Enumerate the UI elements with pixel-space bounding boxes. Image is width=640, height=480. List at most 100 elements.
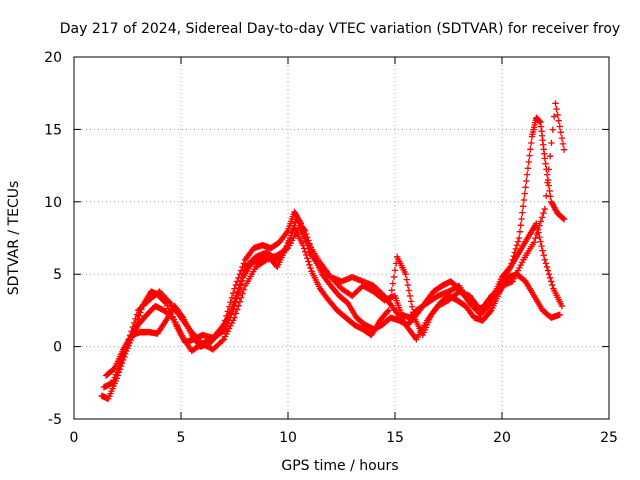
data-point — [165, 298, 173, 305]
data-point — [229, 308, 236, 316]
data-point — [125, 336, 133, 343]
data-point — [239, 290, 246, 297]
data-point — [302, 251, 310, 259]
data-point — [542, 160, 549, 167]
data-point — [128, 328, 135, 335]
data-point — [559, 140, 567, 148]
data-point — [305, 258, 312, 265]
data-point — [236, 298, 244, 305]
data-point — [515, 234, 523, 242]
data-point — [387, 293, 394, 301]
y-tick-label: 20 — [44, 50, 62, 66]
data-point — [133, 311, 141, 318]
data-point — [513, 242, 521, 249]
data-point — [407, 298, 415, 305]
data-point — [221, 326, 229, 334]
data-point — [304, 255, 311, 262]
data-point — [539, 247, 546, 254]
data-point — [557, 129, 565, 136]
data-point — [238, 277, 246, 284]
data-point — [233, 295, 240, 303]
data-point — [403, 276, 410, 283]
data-point — [234, 291, 241, 299]
data-point — [550, 113, 558, 120]
data-point — [132, 315, 139, 322]
data-point — [405, 287, 413, 294]
data-point — [389, 280, 397, 287]
data-point — [534, 226, 542, 234]
data-point — [233, 306, 241, 313]
data-points — [98, 100, 568, 402]
data-point — [228, 294, 236, 301]
data-point — [533, 220, 540, 227]
data-point — [540, 251, 547, 259]
data-point — [283, 229, 291, 236]
data-point — [544, 267, 552, 274]
data-point — [306, 261, 313, 268]
data-point — [552, 100, 559, 107]
data-point — [533, 230, 540, 238]
data-point — [556, 123, 563, 130]
data-point — [542, 260, 550, 267]
data-point — [546, 152, 554, 160]
data-point — [560, 146, 568, 153]
data-point — [390, 273, 398, 281]
x-axis-label: GPS time / hours — [281, 458, 398, 474]
data-point — [301, 227, 309, 234]
data-point — [546, 187, 553, 195]
data-point — [542, 192, 550, 200]
data-point — [546, 274, 554, 282]
tick-labels: 0 5 10 15 20 25 -5 0 5 10 15 20 — [44, 50, 618, 446]
data-point — [553, 105, 560, 113]
data-point — [391, 267, 399, 274]
data-point — [523, 177, 530, 185]
data-point — [283, 245, 290, 253]
data-point — [237, 281, 245, 288]
data-point — [385, 307, 392, 314]
axis-ticks — [73, 56, 610, 420]
data-point — [110, 366, 117, 373]
data-point — [517, 222, 524, 229]
data-point — [556, 311, 563, 318]
data-point — [299, 242, 307, 249]
x-tick-label: 10 — [279, 430, 297, 446]
data-point — [558, 302, 566, 310]
data-point — [532, 234, 539, 242]
y-tick-label: 10 — [44, 195, 62, 211]
data-point — [301, 248, 309, 255]
data-point — [537, 218, 544, 225]
data-point — [560, 215, 567, 222]
data-point — [236, 284, 244, 292]
data-point — [543, 263, 551, 271]
x-tick-label: 5 — [177, 430, 186, 446]
data-point — [555, 117, 562, 124]
x-tick-label: 25 — [600, 430, 618, 446]
data-point — [538, 214, 546, 221]
data-point — [516, 228, 524, 235]
x-tick-label: 20 — [493, 430, 511, 446]
data-point — [554, 111, 561, 119]
y-axis-label: SDTVAR / TECUs — [6, 181, 22, 296]
data-point — [388, 287, 395, 294]
y-tick-label: -5 — [48, 412, 62, 428]
y-tick-label: 0 — [53, 340, 62, 356]
x-tick-label: 15 — [386, 430, 404, 446]
data-point — [522, 184, 529, 191]
data-point — [512, 245, 520, 253]
data-point — [514, 238, 522, 245]
plot-frame — [73, 56, 610, 420]
data-point — [240, 286, 248, 293]
data-point — [232, 299, 239, 306]
data-point — [541, 256, 548, 263]
data-point — [536, 222, 543, 229]
data-point — [544, 179, 551, 186]
data-point — [129, 323, 137, 331]
data-point — [126, 332, 134, 339]
data-point — [518, 215, 525, 223]
data-point — [523, 171, 531, 178]
y-tick-label: 5 — [53, 267, 62, 283]
data-point — [384, 308, 391, 315]
chart-title: Day 217 of 2024, Sidereal Day-to-day VTE… — [60, 21, 620, 37]
